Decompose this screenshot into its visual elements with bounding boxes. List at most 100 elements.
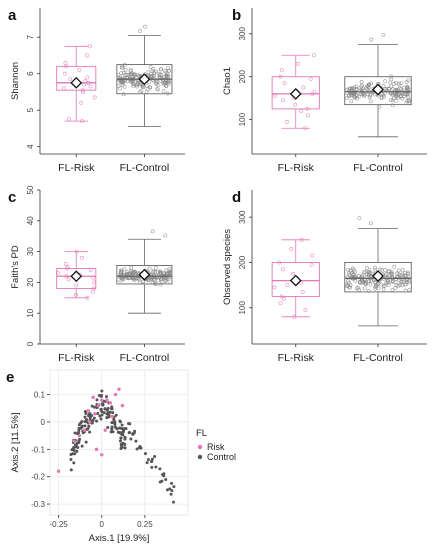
data-point xyxy=(100,389,104,393)
y-tick-label: -0.3 xyxy=(31,500,45,509)
category-label: FL-Risk xyxy=(278,162,315,174)
data-point xyxy=(88,430,92,434)
data-point xyxy=(87,424,91,428)
data-point xyxy=(88,84,93,89)
data-point xyxy=(92,416,96,420)
data-point xyxy=(396,272,401,277)
data-point xyxy=(110,407,114,411)
data-point xyxy=(381,84,386,88)
data-point xyxy=(123,443,127,447)
data-point xyxy=(77,429,81,433)
data-point xyxy=(103,428,107,432)
data-point xyxy=(384,87,389,91)
box-control xyxy=(344,32,412,138)
data-point xyxy=(123,67,128,72)
y-tick-label: 0 xyxy=(41,418,46,427)
mean-diamond xyxy=(372,83,384,96)
data-point xyxy=(167,80,171,85)
data-point xyxy=(406,87,411,92)
data-point xyxy=(120,423,124,427)
panel-e: e -0.25 0 0.25 -0.3 -0.2 -0.1 0 0.1 Axis.1 [19.9%… xyxy=(6,369,189,544)
x-tick-label: -0.25 xyxy=(50,520,69,529)
data-point xyxy=(91,395,95,400)
data-point xyxy=(138,81,143,86)
data-point xyxy=(277,260,282,265)
data-point xyxy=(55,271,60,276)
y-tick-label: 100 xyxy=(238,301,247,315)
data-point xyxy=(365,266,369,271)
data-point xyxy=(119,436,123,440)
data-point xyxy=(92,95,97,100)
data-point xyxy=(376,286,381,291)
data-point xyxy=(149,71,154,76)
data-point xyxy=(151,66,156,71)
data-point xyxy=(359,79,364,84)
data-point xyxy=(87,414,91,418)
data-point xyxy=(73,431,77,435)
data-point xyxy=(407,100,412,105)
data-point xyxy=(296,61,300,66)
data-point xyxy=(168,487,172,491)
data-point xyxy=(383,268,387,272)
y-tick-label: 300 xyxy=(238,210,247,224)
data-point xyxy=(105,395,109,399)
data-point xyxy=(123,446,127,450)
data-point xyxy=(99,417,103,421)
data-point xyxy=(399,80,404,85)
data-point xyxy=(97,393,101,397)
data-point xyxy=(349,99,354,104)
panel-letter: d xyxy=(232,189,241,206)
data-point xyxy=(401,279,406,284)
data-point xyxy=(278,74,283,79)
data-point xyxy=(106,411,110,415)
box-iqr xyxy=(344,76,412,106)
data-point xyxy=(305,107,310,111)
data-point xyxy=(77,68,82,72)
data-point xyxy=(167,267,172,271)
box-risk xyxy=(271,237,320,319)
category-label: FL-Control xyxy=(120,352,170,364)
x-tick-label: 0.25 xyxy=(137,520,153,529)
data-point xyxy=(105,408,109,412)
legend-swatch-control xyxy=(197,454,203,460)
data-point xyxy=(405,85,410,90)
data-point xyxy=(68,77,73,82)
data-point xyxy=(382,283,387,288)
data-point xyxy=(354,84,359,89)
data-point xyxy=(85,295,90,300)
data-point xyxy=(98,414,102,418)
data-point xyxy=(381,287,386,292)
data-point xyxy=(150,465,154,469)
data-point xyxy=(163,69,168,74)
data-point xyxy=(99,407,103,411)
data-point xyxy=(117,387,121,391)
data-point xyxy=(352,85,357,90)
data-point xyxy=(137,90,142,95)
data-point xyxy=(299,237,304,242)
data-point xyxy=(303,308,308,312)
data-point xyxy=(137,277,142,281)
data-point xyxy=(373,265,377,270)
data-point xyxy=(168,270,173,275)
box-iqr xyxy=(344,262,412,293)
data-point xyxy=(76,445,80,449)
data-point xyxy=(80,444,84,448)
data-point xyxy=(308,76,313,81)
data-point xyxy=(168,271,173,276)
mean-diamond xyxy=(138,73,151,86)
data-point xyxy=(385,272,390,276)
y-tick-label: 5 xyxy=(26,107,35,112)
data-point xyxy=(100,410,104,414)
data-point xyxy=(357,216,362,221)
data-point xyxy=(77,423,81,427)
category-label: FL-Control xyxy=(120,162,170,174)
data-point xyxy=(392,264,397,269)
data-point xyxy=(368,282,373,287)
data-point xyxy=(169,492,173,496)
data-point xyxy=(163,279,168,284)
data-point xyxy=(83,419,87,423)
data-point xyxy=(281,98,285,103)
data-point xyxy=(366,85,371,89)
y-tick-label: 20 xyxy=(26,277,35,286)
data-point xyxy=(396,268,401,273)
